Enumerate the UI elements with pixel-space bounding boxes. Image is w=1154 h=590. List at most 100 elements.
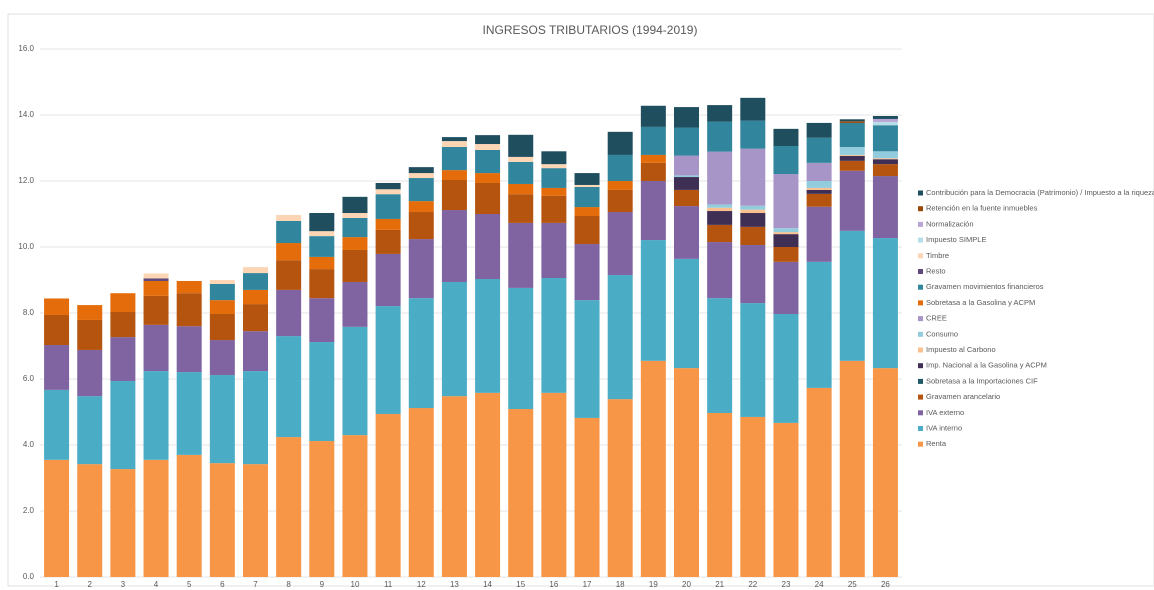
bar-segment — [806, 261, 832, 388]
bar-segment — [773, 234, 799, 247]
legend-swatch — [918, 190, 923, 196]
legend-label: IVA interno — [926, 423, 962, 432]
bar-segment — [276, 336, 302, 438]
bar-segment — [806, 206, 832, 262]
bar-segment — [607, 181, 633, 190]
bar-segment — [475, 214, 501, 280]
bar-segment — [44, 389, 70, 460]
bar-segment — [441, 396, 467, 577]
bar-segment — [740, 226, 766, 246]
bar-segment — [607, 212, 633, 276]
legend-swatch — [918, 410, 923, 416]
bar-segment — [77, 349, 103, 397]
bar-segment — [309, 231, 335, 237]
bar-segment — [276, 214, 302, 221]
bar-segment — [508, 222, 534, 288]
bar-segment — [441, 170, 467, 181]
bar-segment — [574, 215, 600, 245]
bar-segment — [574, 186, 600, 208]
legend-swatch — [918, 206, 923, 212]
bar-segment — [44, 345, 70, 390]
x-tick-label: 13 — [450, 580, 459, 589]
x-tick-label: 25 — [848, 580, 857, 589]
bar-segment — [209, 300, 235, 314]
bar-segment — [176, 454, 202, 577]
bar-segment — [77, 464, 103, 577]
bar-segment — [740, 205, 766, 210]
legend-label: IVA externo — [926, 408, 964, 417]
legend-label: Resto — [926, 266, 946, 275]
bar-segment — [674, 189, 699, 207]
legend-label: Impuesto SIMPLE — [926, 235, 986, 244]
bar-segment — [839, 154, 865, 156]
bar-segment — [541, 164, 567, 169]
bar-segment — [143, 459, 169, 577]
bar-segment — [475, 392, 501, 577]
bar-segment — [607, 399, 633, 577]
bar-segment — [707, 105, 733, 122]
bar-segment — [309, 269, 335, 299]
bar-segment — [342, 217, 368, 238]
bar-segment — [243, 371, 268, 465]
bar-segment — [607, 189, 633, 213]
bar-segment — [806, 122, 832, 138]
bar-segment — [773, 313, 799, 423]
bar-segment — [674, 175, 699, 178]
bar-segment — [441, 137, 467, 142]
bar-segment — [309, 213, 335, 232]
y-tick-label: 2.0 — [23, 506, 35, 515]
bar-segment — [441, 141, 467, 148]
bar-segment — [806, 187, 832, 190]
bar-segment — [773, 228, 799, 233]
bar-segment — [872, 159, 898, 165]
bar-segment — [707, 242, 733, 299]
bar-segment — [707, 121, 733, 152]
bar-segment — [740, 120, 766, 149]
legend-label: Sobretasa a la Importaciones CIF — [926, 376, 1038, 385]
bar-segment — [806, 162, 832, 181]
bar-segment — [375, 413, 401, 577]
x-tick-label: 9 — [320, 580, 325, 589]
bar-segment — [640, 181, 666, 241]
bar-segment — [276, 437, 302, 577]
bar-segment — [773, 232, 799, 235]
bar-segment — [143, 273, 169, 279]
bar-segment — [872, 125, 898, 152]
bar-segment — [541, 392, 567, 577]
chart-title: INGRESOS TRIBUTARIOS (1994-2019) — [483, 23, 698, 37]
legend-swatch — [918, 237, 923, 243]
bar-segment — [839, 122, 865, 148]
x-tick-label: 2 — [88, 580, 93, 589]
bar-segment — [309, 236, 335, 257]
y-tick-label: 16.0 — [18, 44, 34, 53]
bar-segment — [839, 155, 865, 161]
bar-segment — [342, 281, 368, 327]
bar-segment — [740, 303, 766, 417]
bar-segment — [674, 107, 699, 128]
bar-segment — [541, 195, 567, 223]
bar-segment — [176, 326, 202, 373]
x-tick-label: 8 — [286, 580, 291, 589]
legend-label: Imp. Nacional a la Gasolina y ACPM — [926, 361, 1047, 370]
bar-segment — [773, 128, 799, 147]
x-tick-label: 24 — [815, 580, 824, 589]
bar-segment — [475, 279, 501, 393]
x-tick-label: 11 — [384, 580, 393, 589]
x-tick-label: 19 — [649, 580, 658, 589]
bar-segment — [441, 147, 467, 171]
bar-segment — [740, 213, 766, 227]
bar-segment — [276, 260, 302, 290]
bar-segment — [574, 207, 600, 216]
bar-segment — [441, 281, 467, 397]
bar-segment — [176, 293, 202, 327]
bar-segment — [508, 409, 534, 577]
bar-segment — [408, 167, 434, 174]
bar-segment — [541, 151, 567, 165]
bar-segment — [408, 173, 434, 179]
bar-segment — [77, 305, 103, 320]
bar-segment — [541, 168, 567, 188]
x-tick-label: 12 — [417, 580, 426, 589]
legend-swatch — [918, 253, 923, 259]
x-tick-label: 14 — [483, 580, 492, 589]
x-tick-label: 6 — [220, 580, 225, 589]
